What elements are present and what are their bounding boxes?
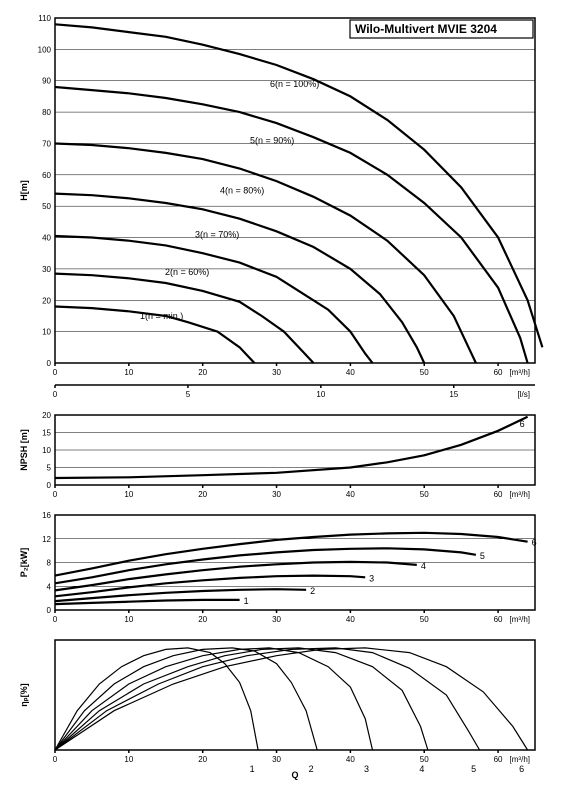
svg-text:ηₚ[%]: ηₚ[%] bbox=[19, 683, 29, 706]
svg-text:3: 3 bbox=[364, 764, 369, 774]
svg-text:[m³/h]: [m³/h] bbox=[510, 490, 530, 499]
svg-text:15: 15 bbox=[42, 429, 51, 438]
svg-text:50: 50 bbox=[420, 615, 429, 624]
svg-text:50: 50 bbox=[420, 368, 429, 377]
svg-text:0: 0 bbox=[47, 359, 52, 368]
svg-text:0: 0 bbox=[53, 490, 58, 499]
svg-text:50: 50 bbox=[420, 755, 429, 764]
svg-text:[m³/h]: [m³/h] bbox=[510, 615, 530, 624]
svg-text:40: 40 bbox=[346, 615, 355, 624]
svg-text:12: 12 bbox=[42, 535, 51, 544]
svg-text:60: 60 bbox=[494, 368, 503, 377]
curve-label: 3(n = 70%) bbox=[195, 230, 239, 240]
svg-text:NPSH [m]: NPSH [m] bbox=[19, 429, 29, 471]
svg-text:6: 6 bbox=[532, 538, 537, 548]
pump-chart-svg: 01020304050607080901001100102030405060H[… bbox=[10, 10, 551, 790]
power-chart: 04812160102030405060P₂[kW][m³/h]123456 bbox=[19, 511, 537, 624]
svg-text:Q: Q bbox=[291, 770, 298, 780]
chart-title: Wilo-Multivert MVIE 3204 bbox=[355, 22, 497, 36]
svg-text:15: 15 bbox=[449, 390, 458, 399]
svg-text:40: 40 bbox=[346, 755, 355, 764]
curve-label: 6(n = 100%) bbox=[270, 79, 319, 89]
svg-text:10: 10 bbox=[42, 328, 51, 337]
svg-text:2: 2 bbox=[309, 764, 314, 774]
svg-text:60: 60 bbox=[42, 171, 51, 180]
curve-label: 5(n = 90%) bbox=[250, 135, 294, 145]
svg-text:50: 50 bbox=[420, 490, 429, 499]
svg-text:[l/s]: [l/s] bbox=[518, 390, 530, 399]
svg-text:110: 110 bbox=[38, 14, 51, 23]
svg-text:[m³/h]: [m³/h] bbox=[510, 755, 530, 764]
svg-text:5: 5 bbox=[47, 464, 52, 473]
svg-text:60: 60 bbox=[494, 755, 503, 764]
svg-text:30: 30 bbox=[272, 755, 281, 764]
svg-text:10: 10 bbox=[316, 390, 325, 399]
svg-text:5: 5 bbox=[186, 390, 191, 399]
svg-text:P₂[kW]: P₂[kW] bbox=[19, 548, 29, 578]
svg-text:10: 10 bbox=[42, 446, 51, 455]
svg-text:90: 90 bbox=[42, 77, 51, 86]
svg-text:100: 100 bbox=[38, 45, 52, 54]
efficiency-chart: 0 10 20 30 40 50 60 ηₚ[%] [m³/h] Q 1 2 3 4 5 6 bbox=[19, 640, 535, 780]
svg-text:10: 10 bbox=[124, 755, 133, 764]
svg-text:20: 20 bbox=[198, 615, 207, 624]
svg-text:0: 0 bbox=[47, 481, 52, 490]
svg-text:0: 0 bbox=[47, 606, 52, 615]
svg-text:60: 60 bbox=[494, 490, 503, 499]
svg-text:30: 30 bbox=[42, 265, 51, 274]
curve-label: 2(n = 60%) bbox=[165, 267, 209, 277]
svg-text:40: 40 bbox=[346, 490, 355, 499]
svg-text:[m³/h]: [m³/h] bbox=[510, 368, 530, 377]
svg-text:20: 20 bbox=[198, 490, 207, 499]
svg-text:5: 5 bbox=[471, 764, 476, 774]
svg-text:4: 4 bbox=[47, 582, 52, 591]
svg-text:20: 20 bbox=[198, 368, 207, 377]
svg-text:1: 1 bbox=[250, 764, 255, 774]
svg-text:70: 70 bbox=[42, 139, 51, 148]
svg-text:8: 8 bbox=[47, 559, 52, 568]
svg-text:5: 5 bbox=[480, 551, 485, 561]
svg-text:1: 1 bbox=[244, 596, 249, 606]
svg-text:16: 16 bbox=[42, 511, 51, 520]
svg-text:6: 6 bbox=[520, 419, 525, 429]
svg-text:10: 10 bbox=[124, 615, 133, 624]
curve-label: 4(n = 80%) bbox=[220, 186, 264, 196]
svg-text:2: 2 bbox=[310, 586, 315, 596]
svg-text:0: 0 bbox=[53, 755, 58, 764]
svg-text:20: 20 bbox=[198, 755, 207, 764]
svg-text:10: 10 bbox=[124, 490, 133, 499]
svg-text:0: 0 bbox=[53, 368, 58, 377]
svg-text:20: 20 bbox=[42, 296, 51, 305]
curve-label: 1(n = min.) bbox=[140, 311, 183, 321]
svg-text:40: 40 bbox=[346, 368, 355, 377]
svg-text:30: 30 bbox=[272, 368, 281, 377]
svg-text:50: 50 bbox=[42, 202, 51, 211]
svg-text:3: 3 bbox=[369, 573, 374, 583]
svg-text:H[m]: H[m] bbox=[19, 180, 29, 201]
svg-text:10: 10 bbox=[124, 368, 133, 377]
pump-curves-container: 01020304050607080901001100102030405060H[… bbox=[10, 10, 551, 790]
head-chart: 01020304050607080901001100102030405060H[… bbox=[19, 14, 542, 399]
svg-text:6: 6 bbox=[519, 764, 524, 774]
svg-text:20: 20 bbox=[42, 411, 51, 420]
svg-text:40: 40 bbox=[42, 234, 51, 243]
svg-text:30: 30 bbox=[272, 490, 281, 499]
svg-text:0: 0 bbox=[53, 615, 58, 624]
svg-text:80: 80 bbox=[42, 108, 51, 117]
svg-text:60: 60 bbox=[494, 615, 503, 624]
npsh-chart: 0 5 10 15 20 0 10 20 30 40 50 60 NPSH [m] [m³/h] 6 bbox=[19, 411, 535, 499]
svg-text:0: 0 bbox=[53, 390, 58, 399]
svg-text:4: 4 bbox=[419, 764, 424, 774]
svg-text:4: 4 bbox=[421, 561, 426, 571]
svg-text:30: 30 bbox=[272, 615, 281, 624]
